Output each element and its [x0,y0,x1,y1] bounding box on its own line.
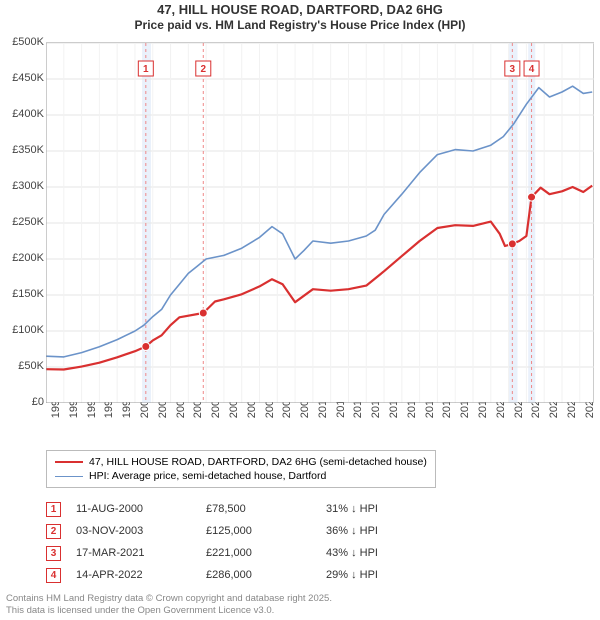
chart-container: 47, HILL HOUSE ROAD, DARTFORD, DA2 6HG P… [0,0,600,620]
sale-delta: 29% ↓ HPI [326,569,426,581]
sale-date: 17-MAR-2021 [76,547,206,559]
sale-price: £286,000 [206,569,326,581]
sale-marker-icon: 1 [46,502,61,517]
table-row: 3 17-MAR-2021 £221,000 43% ↓ HPI [46,542,426,564]
y-tick-label: £100K [12,324,44,336]
sale-date: 14-APR-2022 [76,569,206,581]
sale-delta: 31% ↓ HPI [326,503,426,515]
sale-marker-icon: 2 [46,524,61,539]
y-tick-label: £250K [12,216,44,228]
y-tick-label: £300K [12,180,44,192]
sale-delta: 36% ↓ HPI [326,525,426,537]
y-tick-label: £200K [12,252,44,264]
sale-price: £221,000 [206,547,326,559]
y-tick-label: £400K [12,108,44,120]
sale-marker-icon: 4 [46,568,61,583]
y-tick-label: £350K [12,144,44,156]
chart-svg: 1 2 3 4 [46,43,594,403]
legend-label: 47, HILL HOUSE ROAD, DARTFORD, DA2 6HG (… [89,456,427,468]
y-tick-label: £50K [18,360,44,372]
sale-marker-icon: 3 [46,546,61,561]
title-address: 47, HILL HOUSE ROAD, DARTFORD, DA2 6HG [0,2,600,17]
svg-text:3: 3 [510,64,516,75]
y-tick-label: £0 [32,396,44,408]
y-tick-label: £500K [12,36,44,48]
y-tick-label: £150K [12,288,44,300]
sale-delta: 43% ↓ HPI [326,547,426,559]
legend-swatch [55,476,83,477]
svg-text:1: 1 [143,64,149,75]
y-tick-label: £450K [12,72,44,84]
sales-table: 1 11-AUG-2000 £78,500 31% ↓ HPI 2 03-NOV… [46,498,426,586]
table-row: 1 11-AUG-2000 £78,500 31% ↓ HPI [46,498,426,520]
sale-date: 03-NOV-2003 [76,525,206,537]
sale-date: 11-AUG-2000 [76,503,206,515]
footer-line2: This data is licensed under the Open Gov… [6,605,332,617]
footer-attribution: Contains HM Land Registry data © Crown c… [6,593,332,617]
sale-price: £78,500 [206,503,326,515]
table-row: 2 03-NOV-2003 £125,000 36% ↓ HPI [46,520,426,542]
legend-label: HPI: Average price, semi-detached house,… [89,470,326,482]
legend-swatch [55,461,83,463]
chart-plot-area: 1 2 3 4 [46,42,594,402]
footer-line1: Contains HM Land Registry data © Crown c… [6,593,332,605]
svg-text:2: 2 [201,64,207,75]
sale-price: £125,000 [206,525,326,537]
legend: 47, HILL HOUSE ROAD, DARTFORD, DA2 6HG (… [46,450,436,488]
title-subtitle: Price paid vs. HM Land Registry's House … [0,18,600,32]
title-block: 47, HILL HOUSE ROAD, DARTFORD, DA2 6HG P… [0,0,600,32]
legend-item: HPI: Average price, semi-detached house,… [55,469,427,483]
legend-item: 47, HILL HOUSE ROAD, DARTFORD, DA2 6HG (… [55,455,427,469]
svg-text:4: 4 [529,64,535,75]
table-row: 4 14-APR-2022 £286,000 29% ↓ HPI [46,564,426,586]
